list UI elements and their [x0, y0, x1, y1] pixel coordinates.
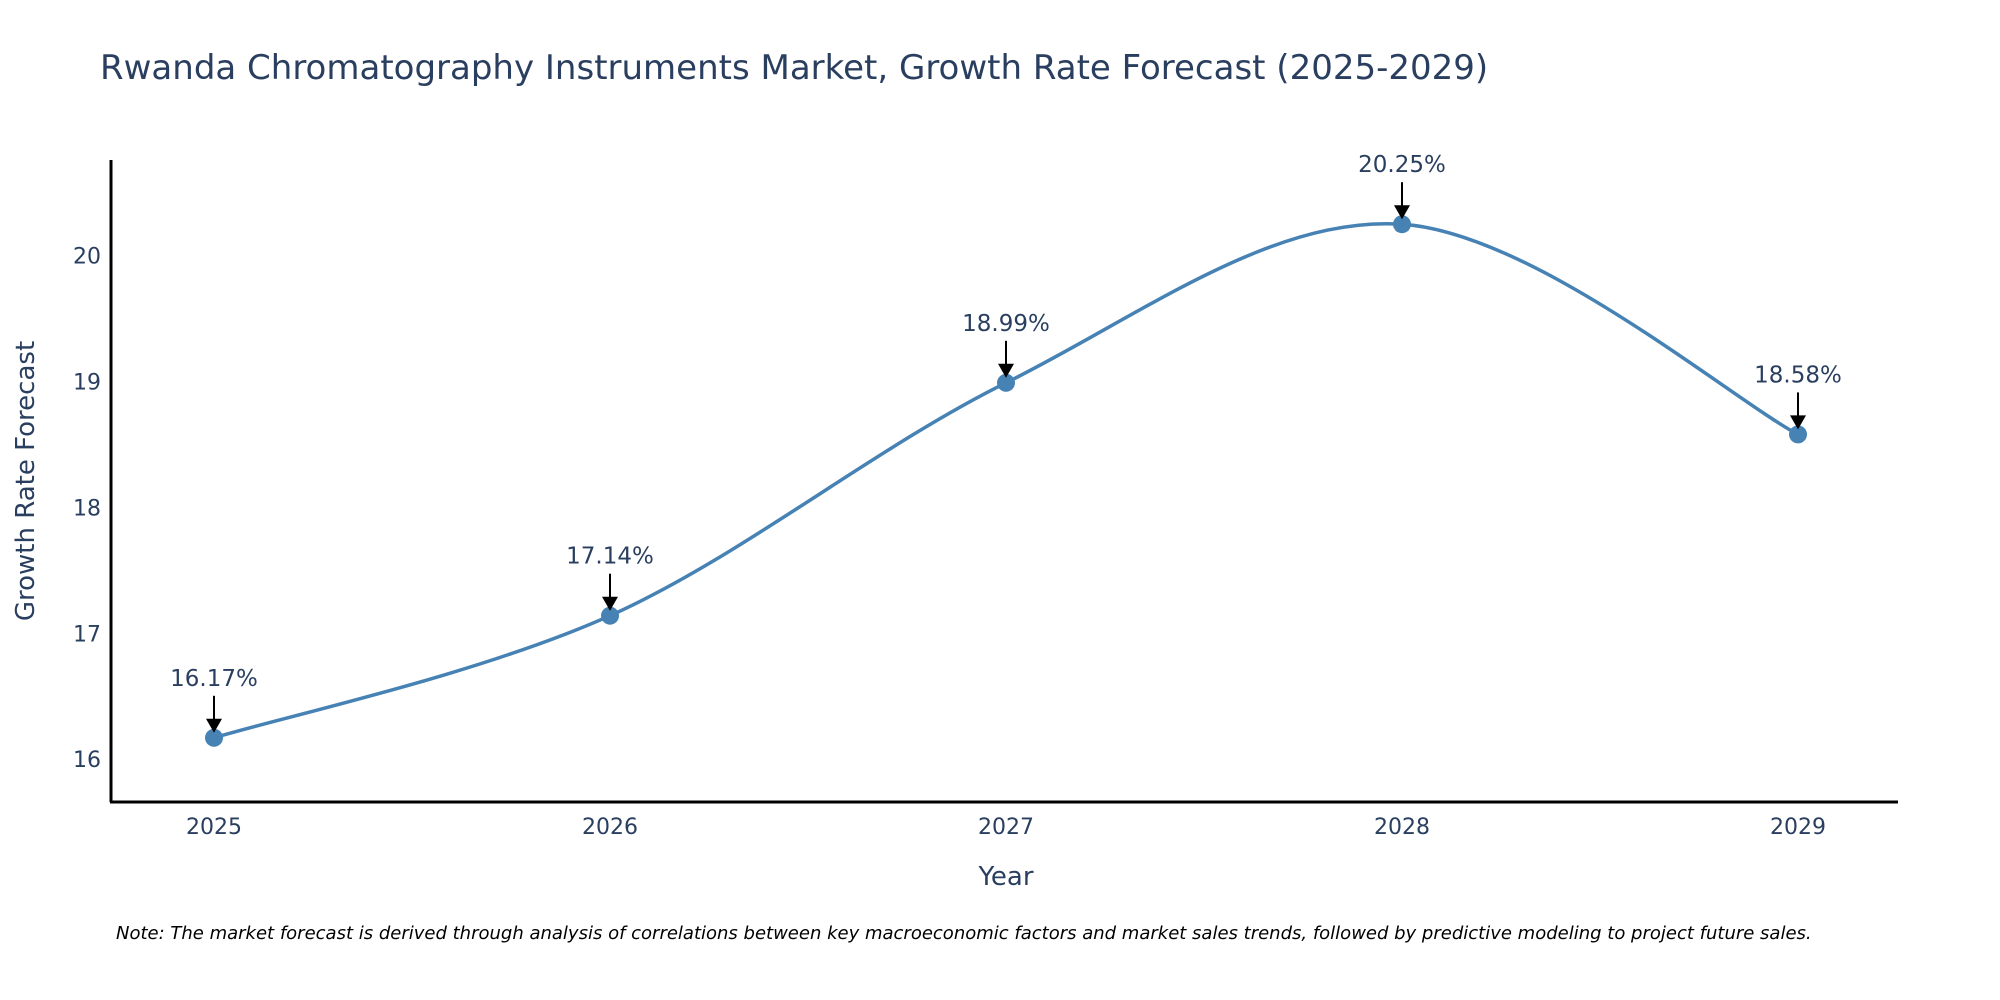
data-point-marker — [601, 606, 619, 625]
annotation-arrow-head — [602, 596, 618, 611]
x-tick-label: 2026 — [582, 815, 638, 840]
chart-title: Rwanda Chromatography Instruments Market… — [100, 48, 1488, 88]
series-markers — [205, 215, 1807, 747]
data-label: 17.14% — [566, 544, 654, 570]
data-point-marker — [997, 373, 1015, 392]
y-tick-label: 18 — [73, 496, 101, 521]
series-line — [213, 221, 1799, 740]
data-label: 20.25% — [1358, 152, 1446, 178]
x-tick-label: 2025 — [186, 815, 242, 840]
data-point-marker — [205, 728, 223, 747]
data-point-marker — [1393, 215, 1411, 234]
y-axis-title: Growth Rate Forecast — [11, 341, 41, 621]
data-label: 18.99% — [962, 311, 1050, 337]
x-tick-label: 2027 — [978, 815, 1034, 840]
x-tick-label: 2028 — [1374, 815, 1430, 840]
plot-area: 16 17 18 19 20 2025 2026 2027 2028 2029 16.17% 17… — [73, 152, 1898, 840]
y-tick-label: 17 — [73, 622, 101, 647]
y-axis-ticks: 16 17 18 19 20 — [73, 245, 101, 774]
data-label: 16.17% — [170, 666, 258, 692]
annotation-arrow-head — [206, 718, 222, 733]
x-axis-title: Year — [977, 862, 1033, 892]
data-label: 18.58% — [1754, 362, 1842, 388]
annotation-arrow-head — [1790, 415, 1806, 430]
y-tick-label: 20 — [73, 245, 101, 270]
data-label-annotations: 16.17% 17.14% 18.99% 20.25% 18.58% — [170, 152, 1842, 733]
annotation-arrow-head — [1394, 205, 1410, 220]
x-axis-ticks: 2025 2026 2027 2028 2029 — [186, 815, 1826, 840]
x-tick-label: 2029 — [1770, 815, 1826, 840]
data-point-marker — [1789, 425, 1807, 444]
y-tick-label: 19 — [73, 371, 101, 396]
annotation-arrow-head — [998, 363, 1014, 378]
footnote: Note: The market forecast is derived thr… — [116, 923, 1812, 944]
y-tick-label: 16 — [73, 748, 101, 773]
